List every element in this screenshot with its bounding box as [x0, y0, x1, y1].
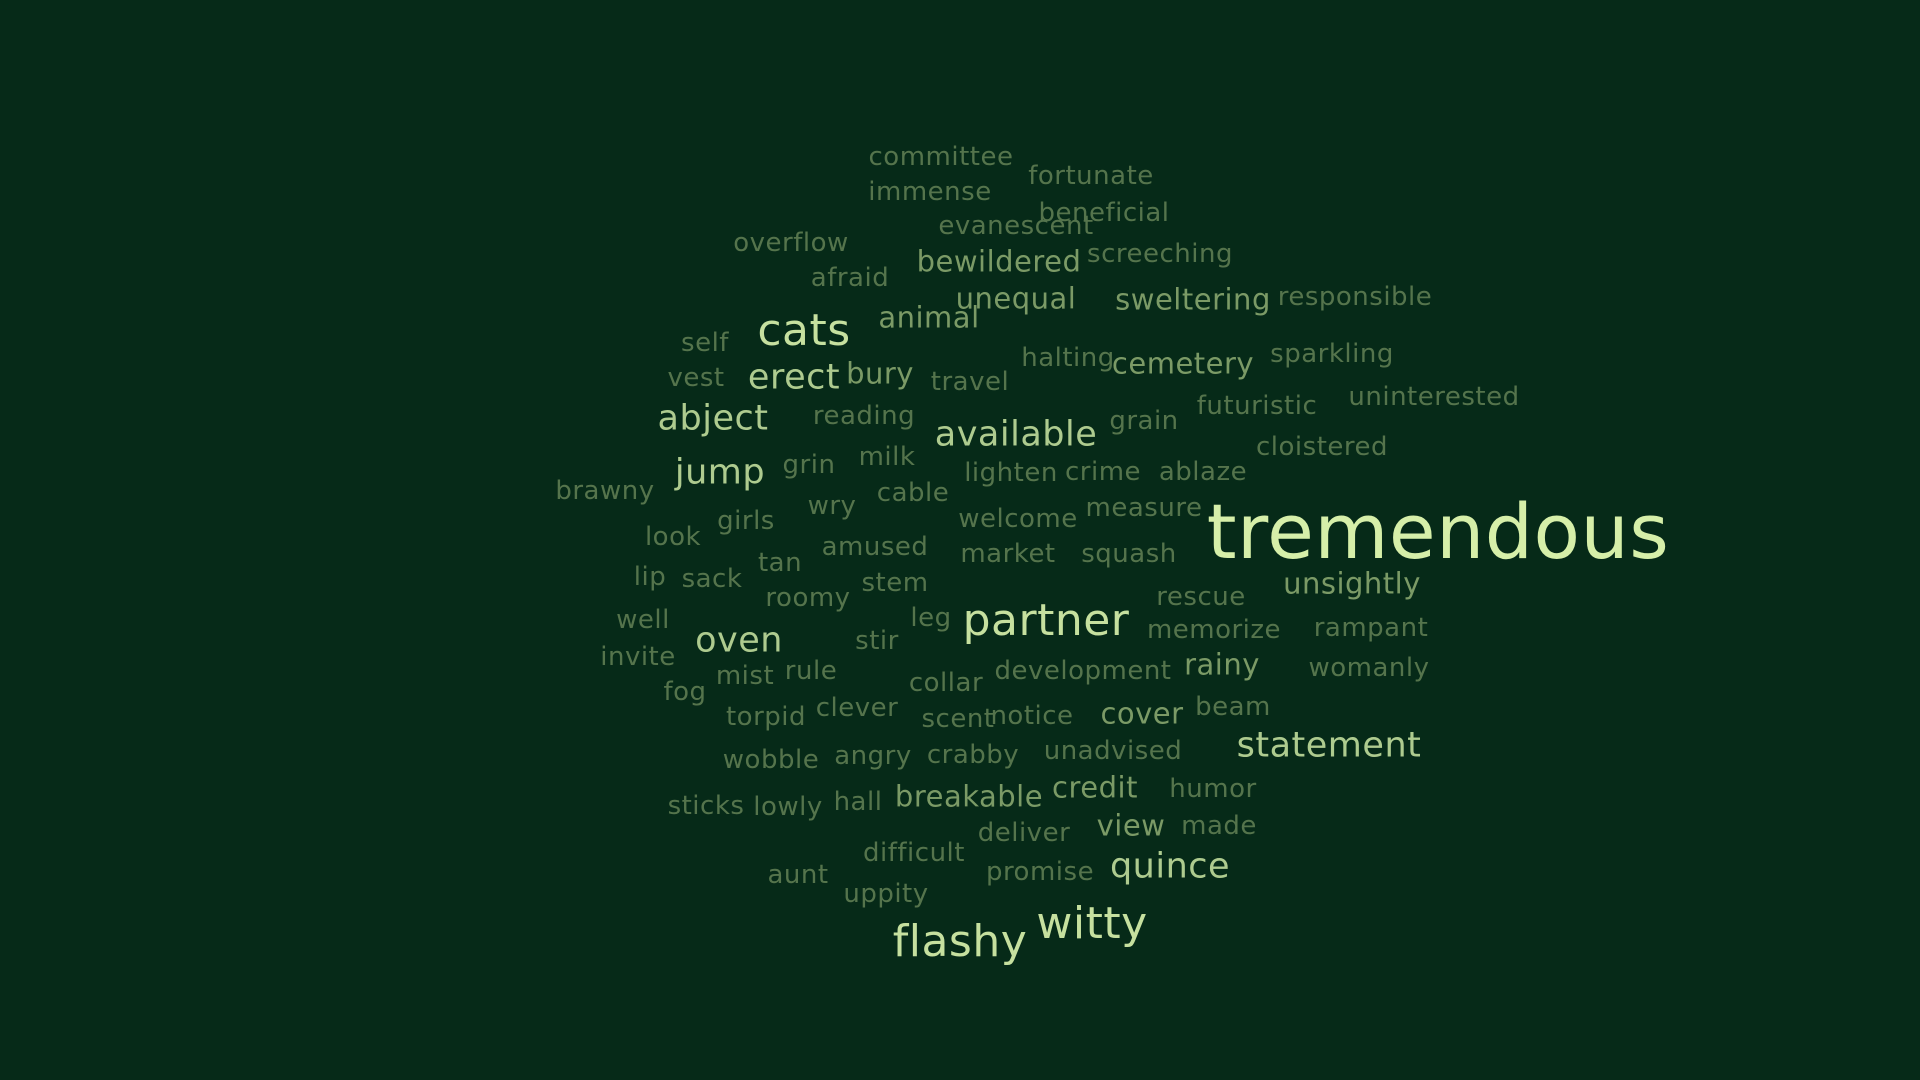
word-promise: promise [985, 857, 1095, 887]
word-screeching: screeching [1087, 239, 1233, 269]
word-difficult: difficult [863, 838, 965, 868]
word-cable: cable [876, 478, 950, 508]
word-torpid: torpid [725, 702, 807, 732]
word-grain: grain [1109, 406, 1179, 436]
word-milk: milk [858, 442, 916, 472]
word-leg: leg [910, 603, 952, 633]
word-fortunate: fortunate [1028, 161, 1154, 191]
word-amused: amused [821, 532, 929, 562]
word-made: made [1181, 811, 1257, 841]
word-rainy: rainy [1184, 647, 1260, 682]
word-view: view [1096, 808, 1166, 843]
word-uninterested: uninterested [1348, 382, 1520, 412]
word-overflow: overflow [733, 228, 849, 258]
word-futuristic: futuristic [1196, 391, 1318, 421]
word-oven: oven [695, 620, 783, 661]
word-clever: clever [815, 693, 899, 723]
word-lowly: lowly [753, 792, 823, 822]
word-rescue: rescue [1156, 582, 1246, 612]
word-wry: wry [807, 491, 857, 521]
word-vest: vest [667, 363, 725, 393]
word-tremendous: tremendous [1206, 487, 1670, 576]
word-bewildered: bewildered [916, 244, 1082, 279]
word-grin: grin [782, 450, 836, 480]
word-angry: angry [834, 741, 912, 771]
word-committee: committee [868, 142, 1014, 172]
word-flashy: flashy [892, 916, 1028, 967]
word-fog: fog [663, 677, 707, 707]
word-available: available [934, 414, 1098, 455]
word-well: well [616, 605, 670, 635]
word-roomy: roomy [765, 583, 851, 613]
word-unequal: unequal [955, 281, 1077, 316]
word-collar: collar [908, 668, 984, 698]
word-development: development [994, 656, 1172, 686]
word-look: look [644, 522, 702, 552]
word-lip: lip [633, 562, 667, 592]
word-notice: notice [990, 701, 1074, 731]
word-deliver: deliver [977, 818, 1071, 848]
word-hall: hall [833, 787, 883, 817]
word-cats: cats [757, 305, 851, 356]
word-responsible: responsible [1277, 282, 1433, 312]
word-afraid: afraid [810, 263, 890, 293]
word-stir: stir [855, 626, 899, 656]
word-jump: jump [674, 452, 766, 493]
word-humor: humor [1169, 774, 1257, 804]
word-ablaze: ablaze [1158, 457, 1248, 487]
word-cover: cover [1100, 696, 1184, 731]
word-travel: travel [930, 367, 1010, 397]
word-squash: squash [1081, 539, 1177, 569]
word-quince: quince [1109, 846, 1231, 887]
word-breakable: breakable [894, 779, 1044, 814]
word-self: self [681, 328, 729, 358]
word-unsightly: unsightly [1283, 566, 1421, 601]
word-halting: halting [1021, 343, 1115, 373]
word-invite: invite [600, 642, 676, 672]
word-bury: bury [846, 356, 914, 391]
word-tan: tan [757, 548, 803, 578]
word-scent: scent [921, 704, 995, 734]
word-cloistered: cloistered [1255, 432, 1389, 462]
word-sticks: sticks [667, 791, 745, 821]
word-crime: crime [1064, 457, 1142, 487]
word-partner: partner [962, 595, 1130, 646]
word-memorize: memorize [1146, 615, 1282, 645]
word-evanescent: evanescent [938, 211, 1094, 241]
word-sack: sack [681, 564, 743, 594]
word-welcome: welcome [958, 504, 1078, 534]
word-sweltering: sweltering [1115, 282, 1271, 317]
word-witty: witty [1036, 898, 1148, 949]
word-immense: immense [868, 177, 992, 207]
word-reading: reading [812, 401, 916, 431]
word-womanly: womanly [1308, 653, 1430, 683]
word-stem: stem [861, 568, 929, 598]
word-rule: rule [784, 656, 838, 686]
word-beneficial: beneficial [1038, 198, 1170, 228]
word-measure: measure [1085, 493, 1203, 523]
word-credit: credit [1052, 770, 1138, 805]
word-market: market [960, 539, 1056, 569]
word-mist: mist [715, 661, 775, 691]
word-erect: erect [747, 357, 841, 398]
word-girls: girls [717, 506, 775, 536]
word-abject: abject [657, 398, 769, 439]
word-brawny: brawny [555, 476, 655, 506]
word-animal: animal [878, 300, 980, 335]
word-sparkling: sparkling [1270, 339, 1394, 369]
word-statement: statement [1236, 725, 1422, 766]
word-wobble: wobble [722, 745, 820, 775]
word-lighten: lighten [964, 458, 1058, 488]
word-beam: beam [1195, 692, 1271, 722]
word-aunt: aunt [767, 860, 829, 890]
word-uppity: uppity [843, 879, 929, 909]
word-unadvised: unadvised [1043, 736, 1183, 766]
word-rampant: rampant [1313, 613, 1429, 643]
word-cemetery: cemetery [1111, 346, 1255, 381]
word-crabby: crabby [926, 740, 1020, 770]
